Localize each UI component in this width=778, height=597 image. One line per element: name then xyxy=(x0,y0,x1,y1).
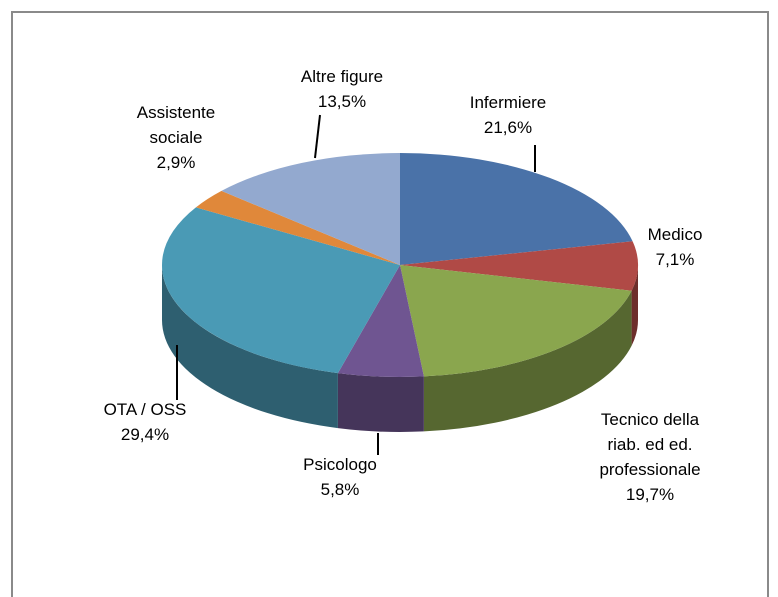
value-label: 7,1% xyxy=(656,250,695,269)
value-label: 29,4% xyxy=(121,425,169,444)
category-label: Tecnico della riab. ed ed. professionale xyxy=(599,410,700,479)
slice xyxy=(400,241,639,291)
slice xyxy=(221,153,400,265)
category-label: Altre figure xyxy=(301,67,383,86)
leader-line xyxy=(314,114,321,159)
value-label: 13,5% xyxy=(318,92,366,111)
slice xyxy=(337,265,424,377)
slice-side xyxy=(337,373,424,432)
slice xyxy=(400,265,632,377)
value-label: 19,7% xyxy=(626,485,674,504)
slice xyxy=(161,207,400,374)
category-label: Psicologo xyxy=(303,455,377,474)
category-label: OTA / OSS xyxy=(104,400,187,419)
value-label: 2,9% xyxy=(157,153,196,172)
value-label: 5,8% xyxy=(321,480,360,499)
category-label: Assistente sociale xyxy=(137,103,215,147)
slice xyxy=(195,190,400,265)
category-label: Infermiere xyxy=(470,93,547,112)
slice-side xyxy=(162,265,338,429)
value-label: 21,6% xyxy=(484,118,532,137)
slice-side xyxy=(423,290,632,432)
slice-side xyxy=(631,265,638,346)
slice xyxy=(400,153,633,265)
category-label: Medico xyxy=(648,225,703,244)
